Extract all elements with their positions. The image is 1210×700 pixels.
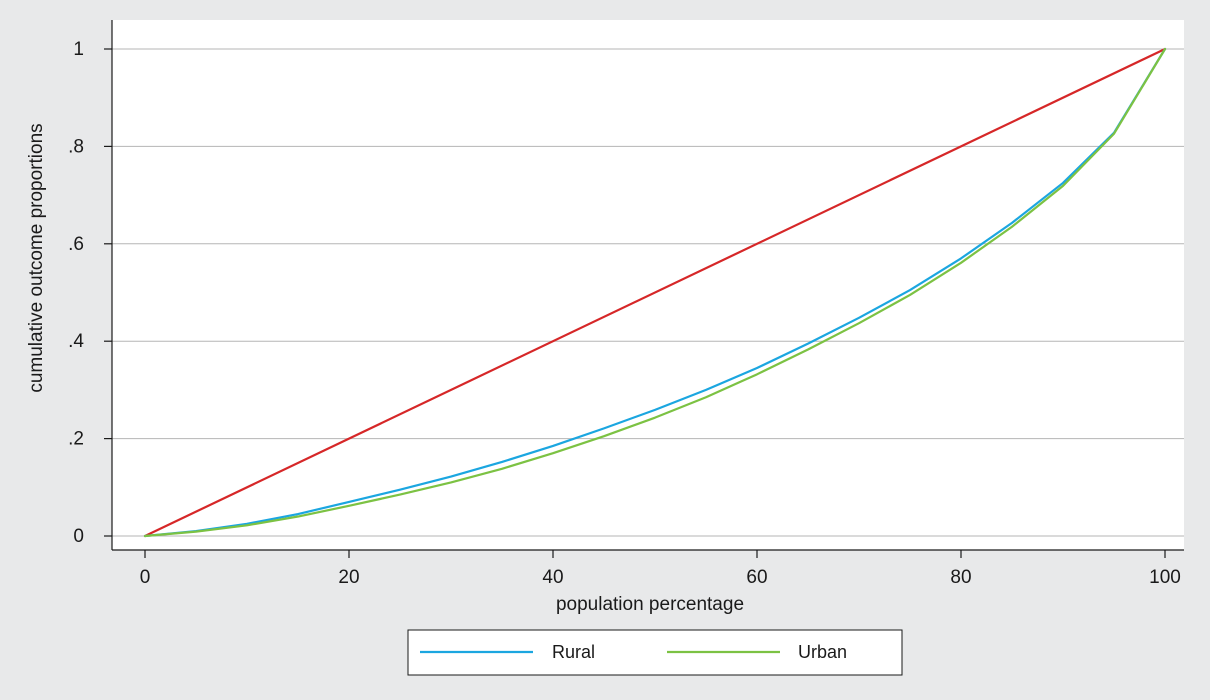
x-tick-label-0: 0 [140,567,151,588]
y-tick-label-0: 0 [73,526,84,547]
y-tick-label-1: .2 [68,429,84,450]
series-lines [143,47,1167,538]
series-urban-line [143,47,1167,538]
x-tick-label-3: 60 [746,567,767,588]
y-axis-title: cumulative outcome proportions [26,123,47,392]
x-tick-label-1: 20 [338,567,359,588]
x-axis-title: population percentage [556,594,744,615]
x-tick-label-5: 100 [1149,567,1181,588]
x-tick-label-4: 80 [950,567,971,588]
x-ticks: 0 20 40 60 80 100 [140,550,1181,588]
series-rural-line [143,47,1167,538]
series-equality-line [143,47,1167,538]
gridlines [112,48,1184,537]
y-tick-label-3: .6 [68,234,84,255]
legend-label-rural: Rural [552,642,595,662]
y-tick-label-2: .4 [68,331,84,352]
y-ticks: 0 .2 .4 .6 .8 1 [68,39,112,547]
legend-label-urban: Urban [798,642,847,662]
plot-area [112,20,1184,550]
y-tick-label-4: .8 [68,136,84,157]
y-tick-label-5: 1 [73,39,84,60]
axes [111,20,1184,551]
x-tick-label-2: 40 [542,567,563,588]
legend: Rural Urban [407,629,903,676]
